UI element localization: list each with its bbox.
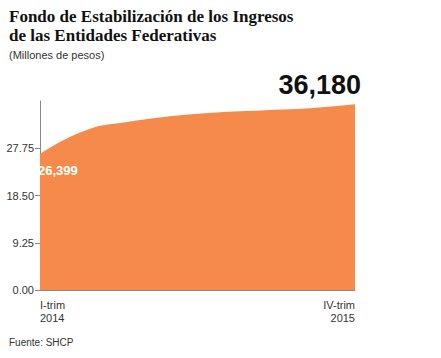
svg-text:Fuente: SHCP: Fuente: SHCP (9, 337, 74, 348)
svg-text:26,399: 26,399 (38, 163, 78, 178)
svg-text:2014: 2014 (40, 312, 64, 324)
svg-text:I-trim: I-trim (40, 299, 65, 311)
svg-text:36,180: 36,180 (278, 70, 361, 100)
svg-text:0.00: 0.00 (13, 284, 34, 296)
svg-text:2015: 2015 (331, 312, 355, 324)
svg-text:27.75: 27.75 (6, 142, 34, 154)
svg-text:9.25: 9.25 (13, 237, 34, 249)
svg-text:18.50: 18.50 (6, 190, 34, 202)
svg-text:de las Entidades Federativas: de las Entidades Federativas (9, 26, 217, 45)
svg-text:IV-trim: IV-trim (323, 299, 355, 311)
svg-text:(Millones de pesos): (Millones de pesos) (9, 49, 104, 61)
svg-text:Fondo de Estabilización de los: Fondo de Estabilización de los Ingresos (9, 7, 294, 26)
